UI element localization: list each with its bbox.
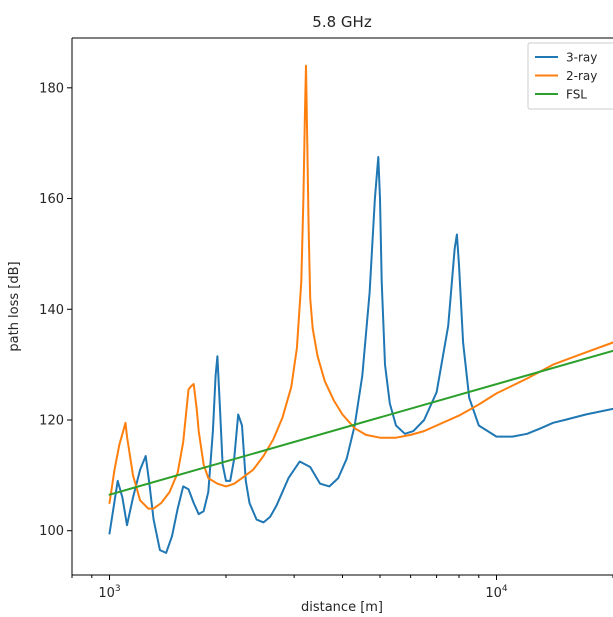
x-tick-label: 104 — [485, 584, 508, 601]
plot-area — [72, 38, 613, 575]
x-axis-ticks: 103 104 — [71, 575, 613, 601]
legend-box — [527, 42, 613, 110]
y-tick-label: 160 — [39, 192, 64, 207]
legend-label-0: 3-ray — [566, 51, 597, 65]
series-line-0 — [108, 156, 613, 554]
legend-label-1: 2-ray — [566, 69, 597, 83]
x-axis-label: distance [m] — [301, 600, 383, 615]
series-line-2 — [108, 349, 613, 496]
series-line-1 — [108, 64, 613, 510]
y-tick-label: 120 — [39, 413, 64, 428]
y-axis-ticks: 100 120 140 160 180 — [39, 81, 72, 539]
y-axis-label: path loss [dB] — [7, 261, 22, 351]
series-group — [108, 64, 613, 554]
y-tick-label: 100 — [39, 524, 64, 539]
x-tick-label: 103 — [98, 584, 120, 601]
legend: 3-ray 2-ray FSL — [527, 42, 613, 110]
y-tick-label: 180 — [39, 81, 64, 96]
legend-label-2: FSL — [566, 88, 587, 102]
chart-title: 5.8 GHz — [312, 13, 372, 31]
y-tick-label: 140 — [39, 303, 64, 318]
